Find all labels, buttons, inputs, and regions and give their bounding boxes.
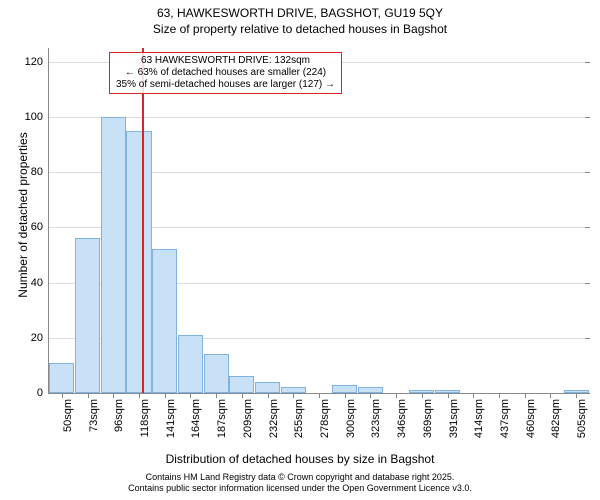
y-tick-mark xyxy=(585,283,590,284)
histogram-bar xyxy=(101,117,126,393)
x-tick-label: 414sqm xyxy=(473,393,485,438)
x-tick-label: 323sqm xyxy=(370,393,382,438)
x-tick-label: 187sqm xyxy=(216,393,228,438)
y-tick-label: 80 xyxy=(31,166,49,178)
histogram-bar xyxy=(49,363,74,393)
x-tick-label: 300sqm xyxy=(345,393,357,438)
histogram-bar xyxy=(75,238,100,393)
x-tick-label: 460sqm xyxy=(525,393,537,438)
y-tick-label: 120 xyxy=(25,56,49,68)
x-tick-label: 164sqm xyxy=(190,393,202,438)
x-tick-label: 482sqm xyxy=(550,393,562,438)
histogram-bar xyxy=(229,376,254,393)
x-tick-label: 346sqm xyxy=(396,393,408,438)
y-tick-label: 100 xyxy=(25,111,49,123)
y-tick-mark xyxy=(585,62,590,63)
annotation-line: 35% of semi-detached houses are larger (… xyxy=(116,79,335,91)
histogram-bar xyxy=(332,385,357,393)
x-tick-label: 73sqm xyxy=(88,393,100,432)
x-tick-label: 391sqm xyxy=(448,393,460,438)
histogram-bar xyxy=(178,335,203,393)
histogram-bar xyxy=(126,131,151,393)
y-tick-mark xyxy=(585,338,590,339)
x-tick-label: 255sqm xyxy=(293,393,305,438)
chart-title-line1: 63, HAWKESWORTH DRIVE, BAGSHOT, GU19 5QY xyxy=(0,6,600,20)
histogram-bar xyxy=(204,354,229,393)
x-tick-label: 118sqm xyxy=(139,393,151,437)
property-marker-line xyxy=(142,48,144,393)
histogram-bar xyxy=(255,382,280,393)
annotation-box: 63 HAWKESWORTH DRIVE: 132sqm← 63% of det… xyxy=(109,52,342,94)
y-tick-label: 0 xyxy=(37,387,49,399)
x-tick-label: 141sqm xyxy=(165,393,177,438)
y-tick-label: 60 xyxy=(31,221,49,233)
annotation-line: 63 HAWKESWORTH DRIVE: 132sqm xyxy=(116,55,335,67)
x-tick-label: 50sqm xyxy=(62,393,74,432)
x-tick-label: 369sqm xyxy=(422,393,434,438)
x-tick-label: 209sqm xyxy=(242,393,254,438)
x-tick-label: 437sqm xyxy=(499,393,511,438)
x-tick-label: 505sqm xyxy=(576,393,588,438)
x-tick-label: 232sqm xyxy=(268,393,280,438)
x-tick-label: 96sqm xyxy=(113,393,125,432)
y-tick-mark xyxy=(585,117,590,118)
y-tick-label: 20 xyxy=(31,332,49,344)
x-tick-label: 278sqm xyxy=(319,393,331,438)
footer-attribution: Contains HM Land Registry data © Crown c… xyxy=(0,472,600,494)
y-tick-mark xyxy=(585,227,590,228)
chart-title-line2: Size of property relative to detached ho… xyxy=(0,22,600,36)
x-axis-label: Distribution of detached houses by size … xyxy=(0,452,600,466)
annotation-line: ← 63% of detached houses are smaller (22… xyxy=(116,67,335,79)
footer-line2: Contains public sector information licen… xyxy=(0,483,600,494)
gridline xyxy=(49,117,589,118)
y-tick-label: 40 xyxy=(31,277,49,289)
footer-line1: Contains HM Land Registry data © Crown c… xyxy=(0,472,600,483)
plot-area: 02040608010012050sqm73sqm96sqm118sqm141s… xyxy=(48,48,589,394)
y-tick-mark xyxy=(585,172,590,173)
y-axis-label: Number of detached properties xyxy=(16,50,30,380)
histogram-bar xyxy=(152,249,177,393)
